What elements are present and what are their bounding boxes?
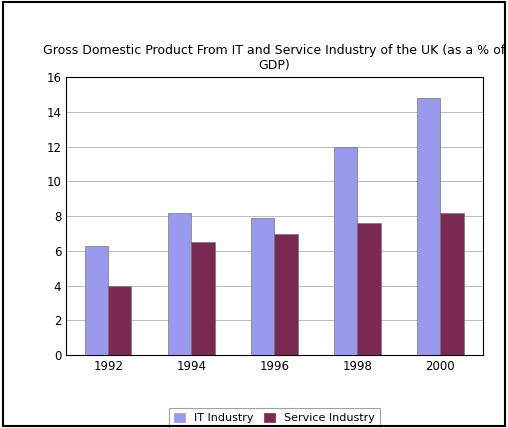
Bar [168,213,192,355]
Bar [192,242,214,355]
Legend: IT Industry, Service Industry: IT Industry, Service Industry [169,408,379,428]
Bar [108,286,132,355]
Bar [417,98,440,355]
Bar [274,234,298,355]
Bar [85,246,108,355]
Bar [357,223,380,355]
Bar [334,146,357,355]
Title: Gross Domestic Product From IT and Service Industry of the UK (as a % of
GDP): Gross Domestic Product From IT and Servi… [43,44,505,72]
Bar [440,213,464,355]
Bar [251,218,274,355]
